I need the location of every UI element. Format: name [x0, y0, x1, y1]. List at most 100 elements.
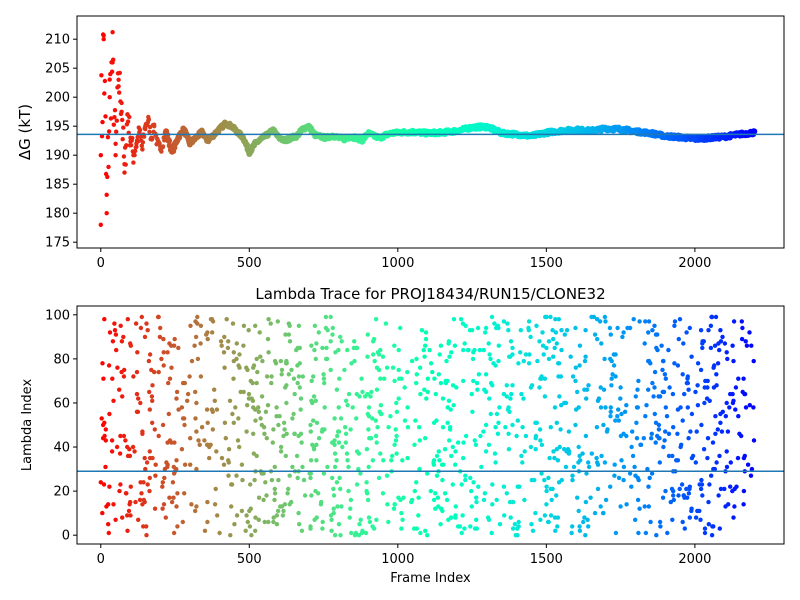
lambda-point	[472, 438, 477, 443]
lambda-point	[386, 519, 391, 525]
lambda-point	[465, 347, 471, 353]
lambda-point	[709, 533, 715, 538]
lambda-point	[308, 429, 313, 434]
lambda-point	[556, 317, 561, 322]
lambda-point	[222, 334, 227, 340]
lambda-point	[551, 336, 556, 342]
lambda-point	[577, 343, 583, 348]
lambda-point	[730, 391, 735, 397]
lambda-point	[612, 462, 617, 467]
lambda-point	[278, 449, 284, 454]
lambda-point	[742, 391, 747, 397]
lambda-point	[688, 429, 693, 434]
delta-g-point	[121, 154, 127, 159]
lambda-point	[460, 513, 465, 518]
lambda-point	[308, 475, 313, 481]
lambda-point	[504, 383, 509, 388]
lambda-point	[473, 442, 479, 447]
lambda-point	[239, 462, 245, 467]
lambda-point	[542, 376, 548, 381]
lambda-point	[414, 480, 419, 485]
lambda-point	[314, 341, 319, 346]
lambda-point	[613, 352, 618, 357]
lambda-point	[259, 394, 265, 399]
lambda-point	[583, 499, 589, 505]
lambda-point	[730, 343, 735, 348]
lambda-point	[236, 416, 241, 421]
lambda-point	[205, 420, 210, 425]
lambda-point	[246, 391, 252, 397]
lambda-point	[337, 475, 342, 481]
lambda-point	[493, 460, 498, 465]
lambda-point	[418, 530, 423, 536]
lambda-point	[265, 403, 271, 408]
lambda-point	[497, 405, 502, 410]
lambda-point	[472, 347, 477, 353]
lambda-point	[423, 436, 428, 441]
delta-g-point	[105, 174, 110, 180]
lambda-point	[455, 440, 461, 445]
lambda-point	[542, 513, 548, 518]
lambda-point	[678, 444, 683, 450]
lambda-point	[440, 425, 446, 430]
lambda-point	[121, 433, 127, 439]
lambda-point	[736, 414, 741, 419]
lambda-point	[449, 515, 454, 520]
lambda-point	[724, 400, 729, 406]
lambda-point	[503, 425, 508, 430]
lambda-point	[751, 405, 756, 410]
lambda-point	[565, 447, 571, 452]
lambda-point	[295, 380, 300, 386]
lambda-point	[127, 453, 133, 459]
delta-g-point	[123, 162, 128, 167]
lambda-point	[559, 477, 564, 483]
y-tick-label: 185	[45, 178, 70, 193]
delta-g-sample-point	[155, 141, 160, 146]
lambda-point	[649, 431, 654, 436]
delta-g-sample-point	[484, 124, 490, 129]
lambda-point	[214, 407, 220, 412]
lambda-point	[483, 449, 489, 454]
lambda-point	[586, 524, 591, 529]
delta-g-sample-point	[187, 141, 193, 146]
lambda-point	[412, 526, 417, 531]
delta-g-point	[114, 118, 120, 123]
lambda-point	[284, 400, 289, 406]
lambda-point	[703, 378, 708, 384]
lambda-point	[633, 517, 638, 522]
lambda-point	[661, 358, 666, 364]
lambda-point	[488, 411, 493, 417]
lambda-point	[261, 471, 266, 476]
delta-g-sample-point	[692, 136, 698, 142]
lambda-point	[580, 451, 585, 456]
lambda-point	[654, 533, 659, 538]
lambda-point	[332, 533, 338, 538]
lambda-point	[165, 440, 170, 445]
lambda-point	[164, 460, 169, 465]
lambda-point	[268, 321, 273, 326]
lambda-point	[707, 398, 712, 403]
x-tick-label: 2000	[678, 552, 711, 567]
delta-g-sample-point	[324, 135, 329, 140]
lambda-point	[546, 475, 551, 481]
lambda-point	[717, 347, 722, 353]
lambda-point	[285, 491, 290, 496]
delta-g-x-ticks: 0 500 1000 1500 2000	[97, 248, 711, 271]
lambda-point	[695, 383, 700, 388]
lambda-point	[489, 530, 494, 536]
lambda-point	[650, 328, 655, 333]
lambda-point	[287, 339, 293, 344]
lambda-point	[453, 513, 458, 518]
lambda-point	[231, 376, 236, 381]
lambda-point	[262, 519, 267, 525]
delta-g-y-ticks: 175 180 185 190 195 200 205 210	[45, 33, 77, 251]
lambda-point	[187, 374, 192, 379]
lambda-point	[228, 533, 233, 538]
lambda-point	[681, 493, 687, 498]
lambda-point	[128, 484, 133, 489]
lambda-point	[483, 372, 489, 377]
lambda-point	[297, 385, 302, 390]
lambda-point	[147, 352, 153, 357]
lambda-point	[453, 504, 458, 509]
lambda-point	[523, 352, 529, 357]
